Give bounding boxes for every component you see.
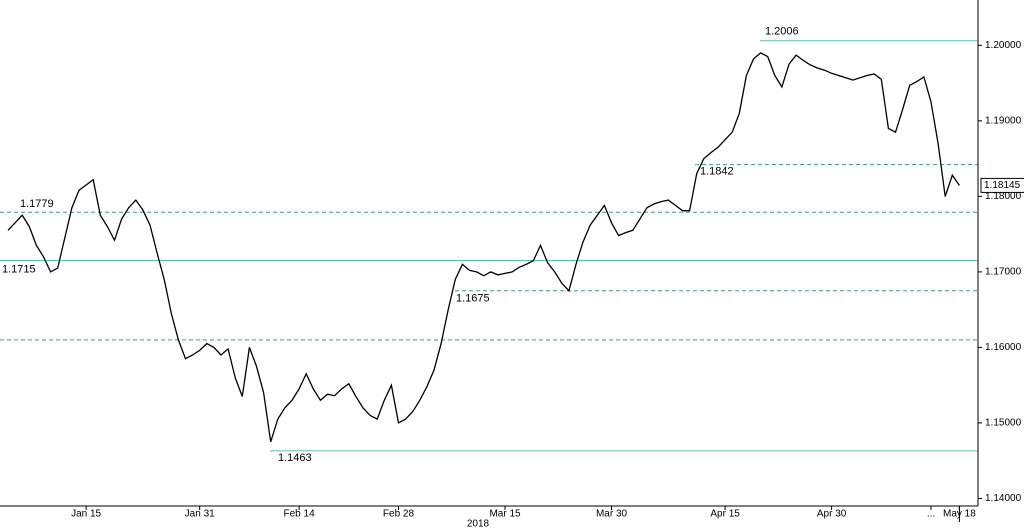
x-tick-label: Mar 15: [489, 509, 521, 520]
y-tick-label: 1.16000: [985, 342, 1022, 353]
y-tick-label: 1.15000: [985, 418, 1022, 429]
x-tick-label: Mar 30: [596, 509, 628, 520]
x-tick-label: Apr 15: [710, 509, 740, 520]
annotation: 1.1779: [20, 198, 54, 210]
y-tick-label: 1.17000: [985, 267, 1022, 278]
annotation: 1.1842: [700, 166, 734, 178]
annotation: 1.1675: [456, 293, 490, 305]
y-tick-label: 1.20000: [985, 40, 1022, 51]
last-price-box: [980, 177, 1024, 193]
last-price-label: 1.18145: [984, 180, 1021, 191]
y-tick-label: 1.19000: [985, 115, 1022, 126]
x-year-label: 2018: [467, 519, 490, 528]
annotation: 1.1463: [278, 452, 312, 464]
x-tick-label: Jan 31: [185, 509, 215, 520]
price-line: [7, 52, 960, 442]
x-tick-label: Feb 28: [383, 509, 415, 520]
x-tick-label: Apr 30: [817, 509, 847, 520]
x-tick-label: Jan 15: [71, 509, 101, 520]
y-tick-label: 1.18000: [985, 191, 1022, 202]
annotation: 1.1715: [2, 263, 36, 275]
annotation: 1.2006: [765, 26, 799, 38]
x-tick-label: Feb 14: [284, 509, 316, 520]
y-tick-label: 1.14000: [985, 493, 1022, 504]
x-tick-label: ...: [927, 509, 935, 520]
